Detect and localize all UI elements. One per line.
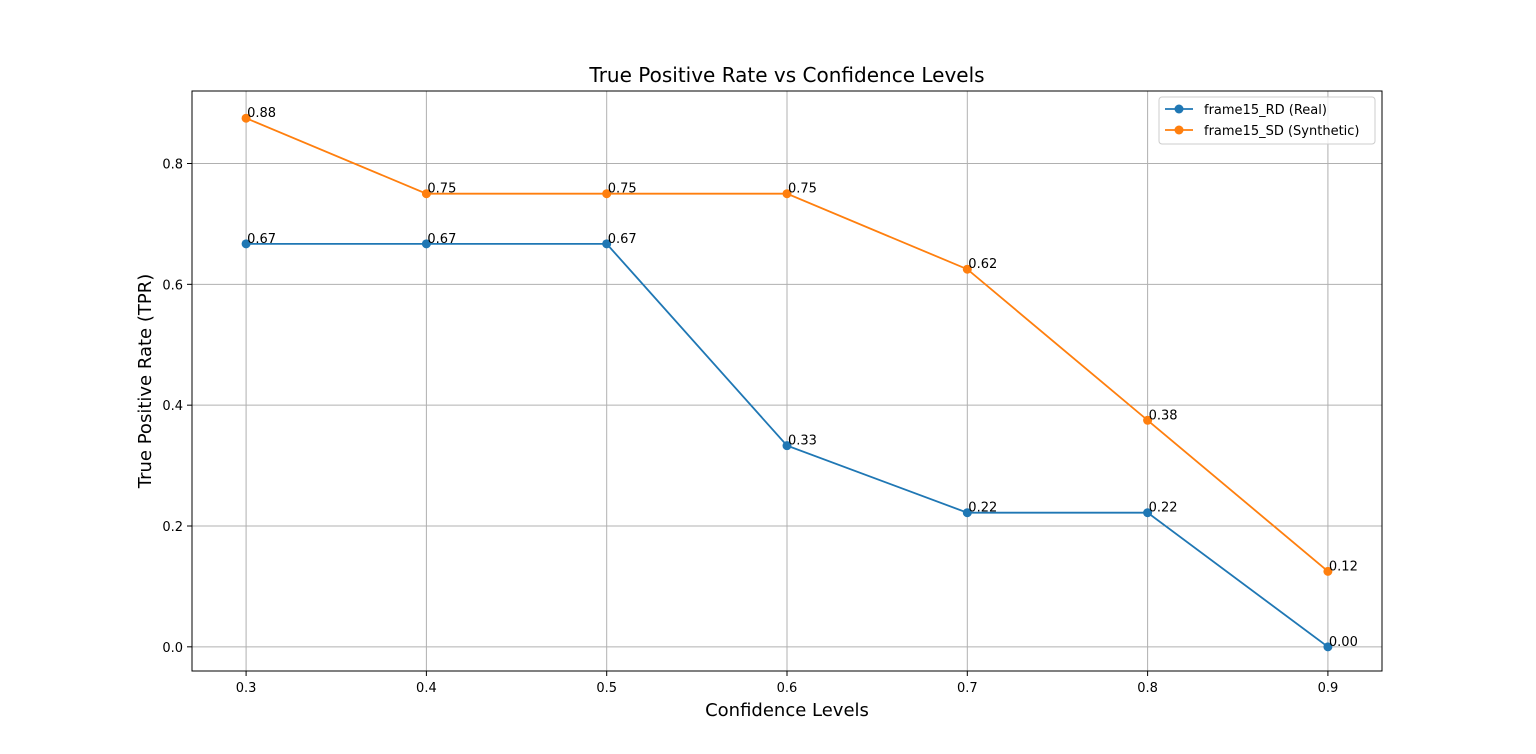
data-label: 0.62: [968, 257, 997, 272]
legend-marker: [1174, 104, 1184, 114]
chart-title: True Positive Rate vs Confidence Levels: [588, 63, 984, 87]
x-tick-label: 0.6: [777, 681, 798, 696]
data-point: [782, 189, 792, 199]
y-tick-label: 0.6: [162, 278, 183, 293]
y-axis: 0.0 0.2 0.4 0.6 0.8: [162, 158, 192, 656]
data-label: 0.75: [427, 182, 456, 197]
legend: frame15_RD (Real) frame15_SD (Synthetic): [1158, 96, 1376, 145]
data-label: 0.22: [1149, 501, 1178, 516]
series-layer: 0.67 0.67 0.67 0.33 0.22 0.22 0.00 0.88 0.75 0.75…: [241, 106, 1358, 652]
data-point: [421, 239, 431, 249]
y-tick-label: 0.2: [162, 520, 183, 535]
x-tick-label: 0.8: [1137, 681, 1158, 696]
x-tick-label: 0.9: [1318, 681, 1339, 696]
x-tick-label: 0.5: [596, 681, 617, 696]
data-label: 0.67: [247, 232, 276, 247]
data-point: [782, 441, 792, 451]
legend-box: [1158, 96, 1376, 145]
data-label: 0.67: [608, 232, 637, 247]
data-point: [962, 264, 972, 274]
y-tick-label: 0.4: [162, 399, 183, 414]
x-tick-label: 0.7: [957, 681, 978, 696]
y-axis-label: True Positive Rate (TPR): [135, 274, 156, 489]
data-label: 0.88: [247, 106, 276, 121]
data-label: 0.22: [968, 501, 997, 516]
data-point: [1143, 415, 1153, 425]
data-point: [241, 113, 251, 123]
data-label: 0.12: [1329, 559, 1358, 574]
data-label: 0.38: [1149, 408, 1178, 423]
data-label: 0.00: [1329, 635, 1358, 650]
data-point: [962, 508, 972, 518]
series-1: 0.88 0.75 0.75 0.75 0.62 0.38 0.12: [241, 106, 1358, 576]
legend-label: frame15_SD (Synthetic): [1204, 124, 1360, 139]
x-tick-label: 0.3: [236, 681, 257, 696]
data-point: [241, 239, 251, 249]
data-point: [421, 189, 431, 199]
data-label: 0.75: [608, 182, 637, 197]
data-point: [1323, 566, 1333, 576]
grid: [192, 91, 1382, 671]
x-tick-label: 0.4: [416, 681, 437, 696]
y-tick-label: 0.8: [162, 158, 183, 173]
legend-label: frame15_RD (Real): [1204, 103, 1327, 118]
y-tick-label: 0.0: [162, 641, 183, 656]
data-point: [1323, 642, 1333, 652]
data-point: [602, 189, 612, 199]
x-axis-label: Confidence Levels: [705, 700, 869, 721]
x-axis: 0.3 0.4 0.5 0.6 0.7 0.8 0.9: [236, 671, 1339, 696]
series-0: 0.67 0.67 0.67 0.33 0.22 0.22 0.00: [241, 232, 1358, 652]
data-label: 0.33: [788, 434, 817, 449]
data-label: 0.67: [427, 232, 456, 247]
data-point: [1143, 508, 1153, 518]
data-point: [602, 239, 612, 249]
legend-marker: [1174, 125, 1184, 135]
data-label: 0.75: [788, 182, 817, 197]
